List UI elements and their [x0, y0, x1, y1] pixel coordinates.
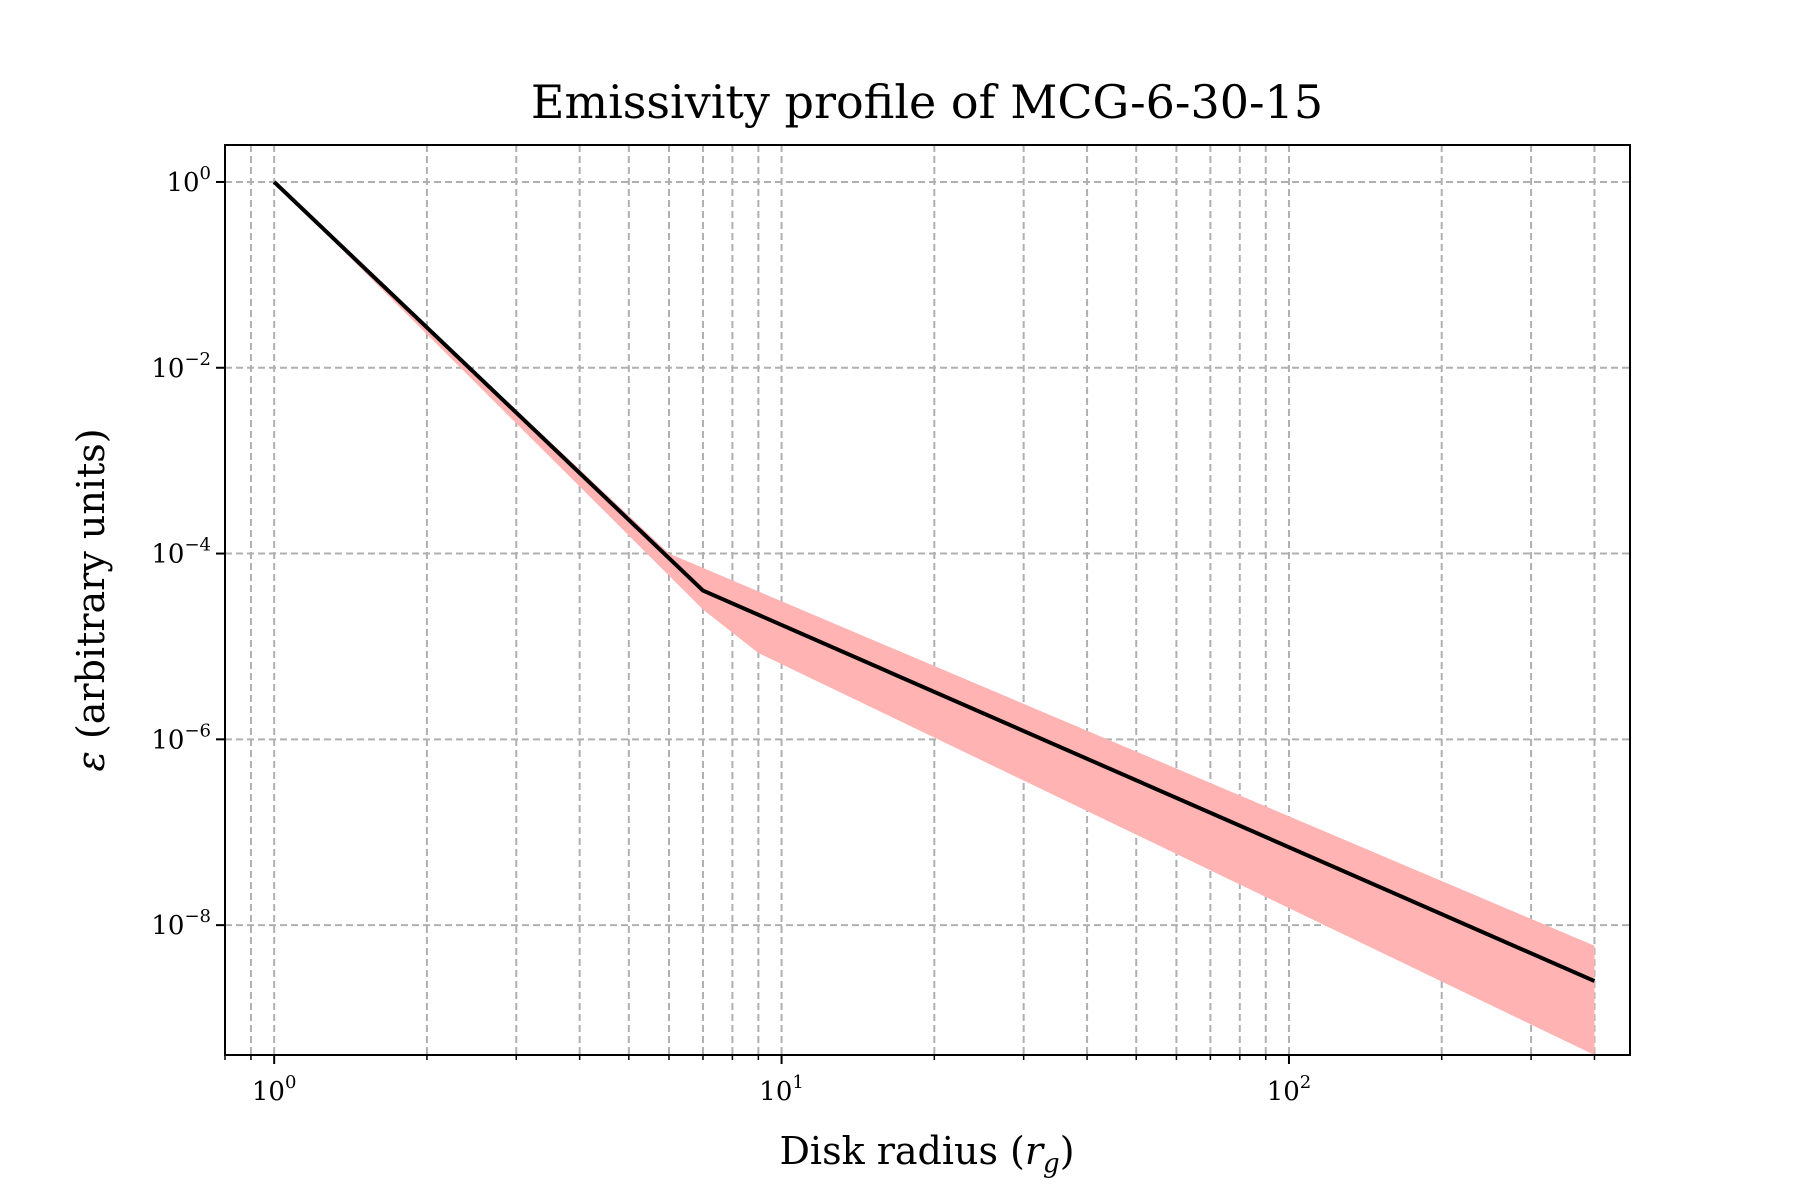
y-tick-label: 10−6	[151, 720, 211, 755]
y-tick-label: 10−4	[151, 535, 211, 570]
x-axis-label-subscript: g	[1043, 1149, 1060, 1179]
x-tick-labels: 100 101 102	[252, 1072, 1311, 1107]
series-layer	[272, 180, 1596, 1056]
x-axis-label-prefix: Disk radius (	[779, 1129, 1024, 1173]
x-tick-label: 101	[759, 1072, 804, 1107]
x-axis-label-math: r	[1025, 1129, 1046, 1173]
y-axis-label-text: (arbitrary units)	[69, 428, 113, 751]
y-axis-label-math: ε	[69, 751, 113, 771]
y-tick-label: 10−2	[151, 349, 211, 384]
y-tick-labels: 100 10−2 10−4 10−6 10−8	[151, 163, 211, 941]
chart-title: Emissivity profile of MCG-6-30-15	[531, 75, 1323, 129]
x-axis-label-suffix: )	[1060, 1129, 1075, 1173]
y-axis-label: ε (arbitrary units)	[69, 428, 113, 771]
y-tick-label: 100	[166, 163, 211, 198]
plot-frame	[224, 144, 1631, 1056]
emissivity-line	[272, 180, 1596, 983]
grid-lines	[224, 145, 1630, 1055]
x-tick-label: 102	[1267, 1072, 1312, 1107]
x-tick-label: 100	[252, 1072, 297, 1107]
y-tick-label: 10−8	[151, 906, 211, 941]
x-axis-label: Disk radius (rg)	[779, 1129, 1074, 1179]
